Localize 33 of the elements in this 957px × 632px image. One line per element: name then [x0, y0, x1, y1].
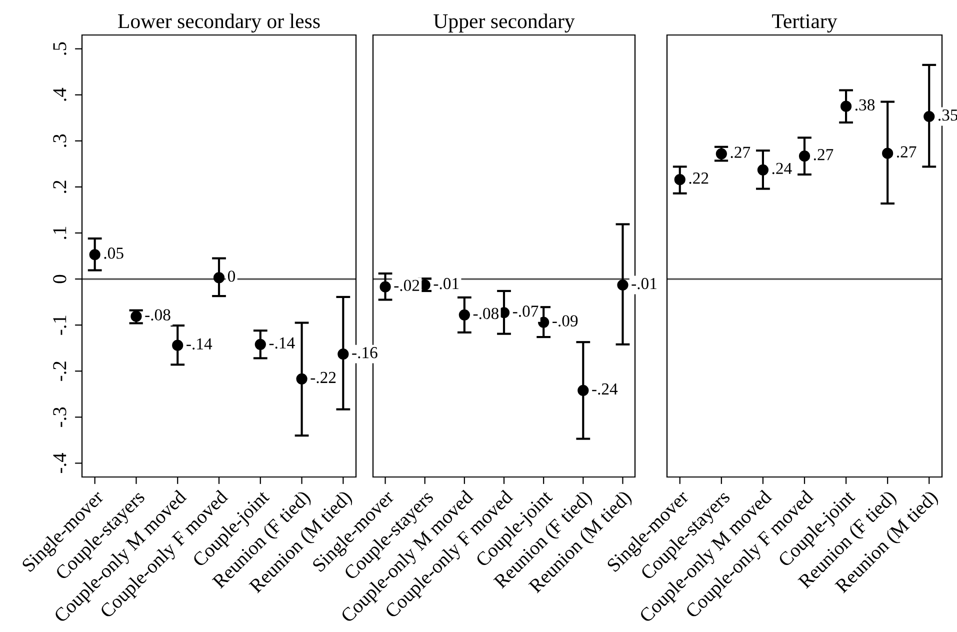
chart-title: Upper secondary: [434, 14, 575, 33]
y-tick-label: .4: [53, 88, 66, 101]
y-tick-label: .3: [53, 134, 66, 147]
data-label: .05: [104, 248, 124, 259]
data-label: -.22: [310, 372, 336, 384]
data-label: .24: [772, 162, 792, 174]
data-label: .27: [730, 146, 750, 158]
y-tick-label: -.2: [53, 362, 66, 381]
y-tick-label: -.4: [53, 452, 66, 473]
data-label: .38: [855, 99, 875, 111]
data-label: -.08: [473, 308, 499, 320]
y-tick-label: 0: [53, 274, 66, 284]
data-label: .27: [897, 146, 916, 158]
y-tick-label: -.3: [53, 407, 66, 427]
data-label: -.02: [394, 280, 420, 292]
data-label: -.24: [592, 383, 618, 395]
data-label: -.01: [434, 278, 459, 290]
data-label: -.09: [552, 315, 578, 327]
data-label: -.14: [269, 337, 295, 349]
data-label: 0: [228, 270, 236, 282]
data-label: -.07: [512, 306, 538, 317]
data-label: -.01: [632, 278, 656, 290]
y-tick-label: .2: [53, 180, 66, 193]
y-tick-label: .5: [53, 42, 66, 55]
data-label: -.16: [352, 347, 378, 358]
data-label: .22: [689, 172, 708, 184]
y-tick-label: -.1: [53, 316, 66, 335]
chart-title: Tertiary: [772, 14, 838, 33]
data-label: -.08: [145, 309, 170, 321]
data-label: -.14: [186, 338, 212, 350]
y-tick-label: .1: [53, 226, 66, 239]
chart-title: Lower secondary or less: [118, 14, 320, 33]
data-label: .27: [814, 149, 834, 160]
